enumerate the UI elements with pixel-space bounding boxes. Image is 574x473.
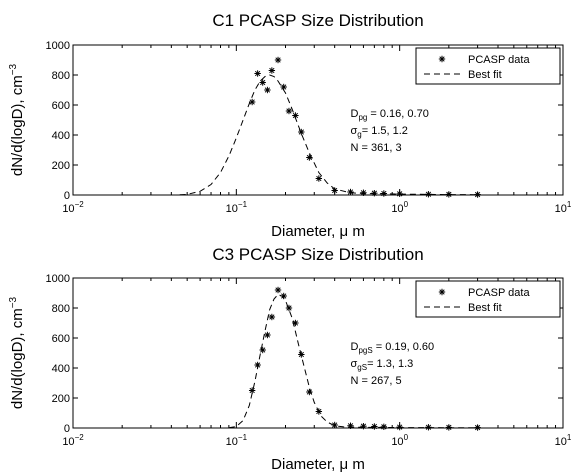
data-point — [274, 56, 282, 64]
legend-entry-label: PCASP data — [468, 287, 530, 299]
data-point — [268, 313, 276, 321]
data-point — [331, 187, 338, 194]
x-tick-label: 101 — [555, 200, 572, 215]
y-tick-label: 200 — [52, 393, 70, 405]
y-tick-label: 400 — [52, 130, 70, 142]
legend-entry-label: PCASP data — [468, 54, 530, 66]
x-tick-label: 10−2 — [62, 433, 84, 448]
y-tick-label: 200 — [52, 160, 70, 172]
y-tick-label: 0 — [64, 190, 70, 202]
y-axis-label: dN/d(logD), cm−3 — [8, 296, 26, 409]
data-point — [268, 67, 276, 74]
x-tick-label: 100 — [391, 433, 408, 448]
y-tick-label: 800 — [52, 303, 70, 315]
chart-title: C3 PCASP Size Distribution — [212, 245, 423, 264]
data-point — [259, 346, 266, 354]
data-point — [254, 361, 261, 369]
stats-annotation: N = 361, 3 — [350, 142, 401, 154]
x-tick-label: 10−1 — [226, 433, 248, 448]
data-point — [445, 191, 453, 198]
data-point — [274, 286, 282, 294]
stats-annotation: DpgS = 0.19, 0.60 — [350, 341, 434, 355]
legend-star-swatch — [438, 288, 446, 296]
data-point — [347, 188, 354, 196]
x-tick-label: 10−2 — [62, 200, 84, 215]
y-tick-label: 400 — [52, 363, 70, 375]
data-point — [254, 70, 261, 77]
legend-entry-label: Best fit — [468, 69, 502, 81]
y-tick-label: 0 — [64, 423, 70, 435]
x-axis-label: Diameter, μ m — [271, 456, 365, 473]
legend-entry-label: Best fit — [468, 302, 502, 314]
legend: PCASP data Best fit — [415, 47, 561, 85]
chart-panel-c3: C3 PCASP Size Distribution 0 200 400 600 800 1… — [8, 245, 572, 473]
x-tick-label: 101 — [555, 433, 572, 448]
data-point — [259, 79, 266, 86]
data-point — [315, 175, 323, 182]
stats-annotation: Dpg = 0.16, 0.70 — [350, 108, 428, 122]
data-point — [371, 423, 378, 430]
y-tick-label: 1000 — [46, 273, 70, 285]
y-axis-label: dN/d(logD), cm−3 — [8, 63, 26, 176]
chart-panel-c1: C1 PCASP Size Distribution 0 200 400 600 800 1… — [8, 11, 572, 240]
data-point — [264, 331, 271, 339]
legend: PCASP data Best fit — [415, 280, 561, 318]
y-tick-label: 800 — [52, 70, 70, 82]
data-point — [285, 304, 293, 312]
data-point — [360, 189, 367, 196]
y-tick-label: 600 — [52, 333, 70, 345]
data-point — [280, 83, 287, 91]
data-point — [474, 424, 481, 431]
chart-title: C1 PCASP Size Distribution — [212, 11, 423, 30]
data-point — [380, 423, 388, 430]
x-tick-label: 100 — [391, 200, 408, 215]
y-tick-label: 600 — [52, 100, 70, 112]
legend-star-swatch — [438, 55, 446, 63]
data-point — [360, 423, 367, 430]
data-point — [298, 128, 305, 136]
y-tick-label: 1000 — [46, 40, 70, 52]
data-point — [264, 86, 271, 94]
data-point — [285, 107, 293, 115]
stats-annotation: σgS= 1.3, 1.3 — [350, 358, 413, 372]
stats-annotation: N = 267, 5 — [350, 375, 401, 387]
x-axis-label: Diameter, μ m — [271, 223, 365, 240]
x-tick-label: 10−1 — [226, 200, 248, 215]
stats-annotation: σg= 1.5, 1.2 — [350, 125, 407, 139]
best-fit-line — [228, 293, 478, 429]
data-point — [347, 422, 354, 429]
